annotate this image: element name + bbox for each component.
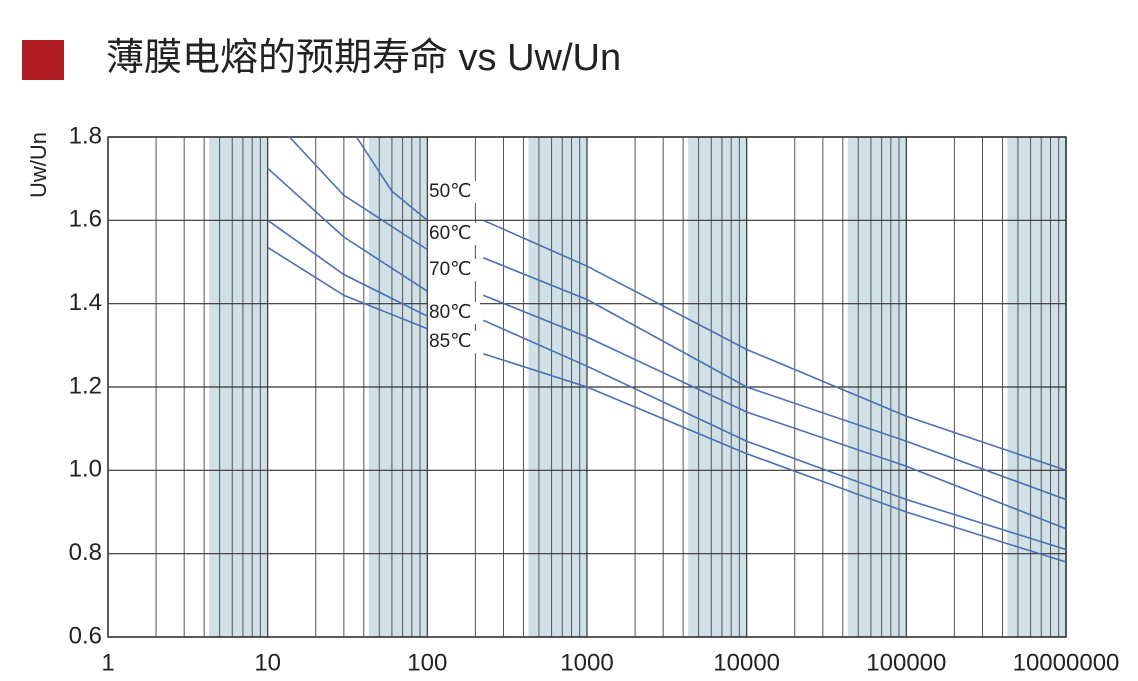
label-bg — [428, 331, 480, 353]
title-marker — [22, 40, 64, 80]
y-axis-label: Uw/Un — [26, 132, 51, 198]
series-label: 60℃ — [429, 223, 471, 244]
x-tick-label: 1000 — [560, 649, 613, 676]
plot-area: 50℃ 60℃ 70℃ 80℃ 85℃ — [107, 136, 1067, 638]
y-tick-label: 0.8 — [69, 539, 102, 566]
y-tick-label: 1.8 — [69, 122, 102, 149]
series-line — [355, 136, 1067, 472]
y-tick-label: 0.6 — [69, 622, 102, 649]
x-tick-label: 10000000 — [1013, 649, 1120, 676]
x-tick-label: 10000 — [713, 649, 780, 676]
series-label: 85℃ — [429, 331, 471, 352]
chart-title: 薄膜电熔的预期寿命 vs Uw/Un — [106, 37, 621, 79]
series-line — [267, 219, 1067, 551]
y-tick-label: 1.0 — [69, 456, 102, 483]
series-label: 70℃ — [429, 259, 471, 280]
x-tick-label: 1 — [101, 649, 114, 676]
x-tick-label: 100 — [407, 649, 447, 676]
label-bg — [428, 223, 480, 245]
x-tick-label: 10 — [254, 649, 281, 676]
y-tick-label: 1.6 — [69, 206, 102, 233]
y-tick-label: 1.2 — [69, 372, 102, 399]
series-line — [288, 136, 1067, 501]
series-label: 50℃ — [429, 181, 471, 202]
plot-frame — [107, 136, 1067, 638]
series-label: 80℃ — [429, 302, 471, 323]
label-bg — [428, 302, 480, 324]
series-line — [267, 167, 1067, 530]
series-line — [267, 246, 1067, 563]
y-tick-label: 1.4 — [69, 289, 102, 316]
label-bg — [428, 259, 480, 281]
x-tick-label: 100000 — [866, 649, 946, 676]
label-bg — [428, 181, 480, 203]
